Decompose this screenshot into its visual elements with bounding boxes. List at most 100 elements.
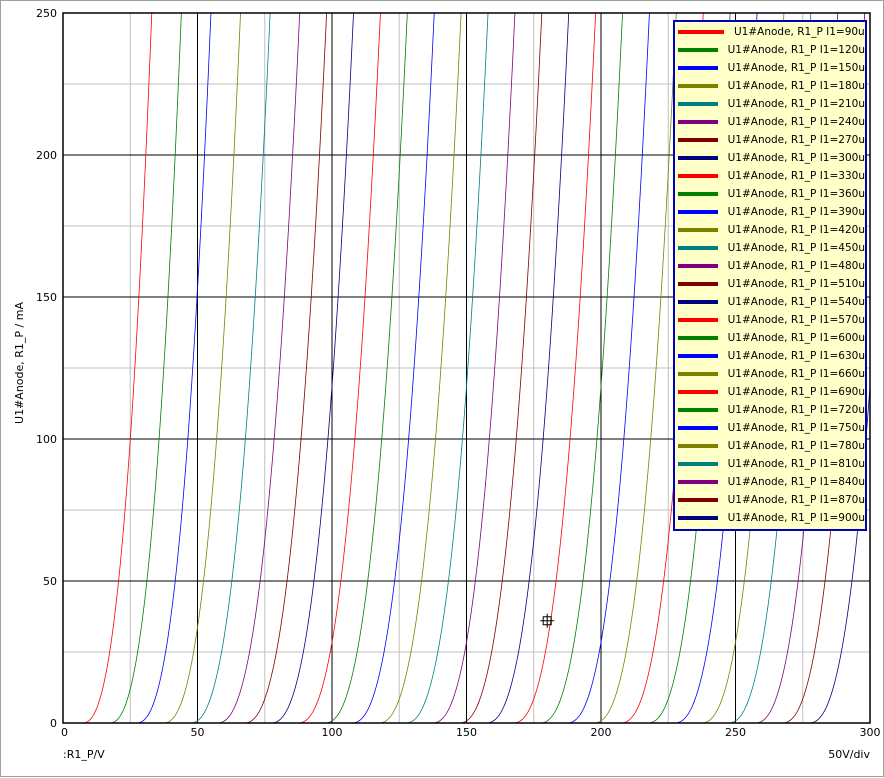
series-line-14 <box>63 13 516 723</box>
legend-label: U1#Anode, R1_P I1=270u <box>727 134 865 146</box>
legend-entry: U1#Anode, R1_P I1=540u <box>675 293 865 311</box>
legend-label: U1#Anode, R1_P I1=330u <box>727 170 865 182</box>
legend-entry: U1#Anode, R1_P I1=180u <box>675 77 865 95</box>
legend-entry: U1#Anode, R1_P I1=870u <box>675 491 865 509</box>
series-line-10 <box>63 13 408 723</box>
y-tick-label: 0 <box>50 717 57 730</box>
x-axis-label: :R1_P/V <box>63 748 105 761</box>
series-line-7 <box>63 13 328 723</box>
legend-swatch <box>678 66 718 70</box>
legend-label: U1#Anode, R1_P I1=360u <box>727 188 865 200</box>
x-tick-label: 200 <box>591 726 612 739</box>
legend-label: U1#Anode, R1_P I1=810u <box>727 458 865 470</box>
legend-swatch <box>678 282 718 286</box>
legend-entry: U1#Anode, R1_P I1=420u <box>675 221 865 239</box>
legend-entry: U1#Anode, R1_P I1=570u <box>675 311 865 329</box>
legend-entry: U1#Anode, R1_P I1=660u <box>675 365 865 383</box>
x-tick-label: 0 <box>61 726 68 739</box>
y-tick-label: 200 <box>36 149 57 162</box>
series-line-16 <box>63 13 570 723</box>
series-line-3 <box>63 13 212 723</box>
legend-entry: U1#Anode, R1_P I1=300u <box>675 149 865 167</box>
legend-label: U1#Anode, R1_P I1=510u <box>727 278 865 290</box>
legend-swatch <box>678 228 718 232</box>
legend-swatch <box>678 48 718 52</box>
legend-swatch <box>678 444 718 448</box>
legend-label: U1#Anode, R1_P I1=780u <box>727 440 865 452</box>
plot-border <box>62 12 871 724</box>
series-line-5 <box>63 13 271 723</box>
scale-note: 50V/div <box>828 748 870 761</box>
legend-entry: U1#Anode, R1_P I1=600u <box>675 329 865 347</box>
series-line-13 <box>63 13 489 723</box>
legend: U1#Anode, R1_P I1=90u U1#Anode, R1_P I1=1… <box>673 20 867 531</box>
legend-swatch <box>678 426 718 430</box>
legend-entry: U1#Anode, R1_P I1=810u <box>675 455 865 473</box>
legend-label: U1#Anode, R1_P I1=870u <box>727 494 865 506</box>
x-tick-label: 50 <box>191 726 205 739</box>
legend-entry: U1#Anode, R1_P I1=210u <box>675 95 865 113</box>
y-tick-label: 50 <box>43 575 57 588</box>
legend-swatch <box>678 192 718 196</box>
legend-entry: U1#Anode, R1_P I1=630u <box>675 347 865 365</box>
legend-label: U1#Anode, R1_P I1=540u <box>727 296 865 308</box>
legend-swatch <box>678 210 718 214</box>
legend-entry: U1#Anode, R1_P I1=150u <box>675 59 865 77</box>
legend-label: U1#Anode, R1_P I1=450u <box>727 242 865 254</box>
series-line-28 <box>63 380 870 723</box>
legend-label: U1#Anode, R1_P I1=150u <box>727 62 865 74</box>
legend-entry: U1#Anode, R1_P I1=90u <box>675 23 865 41</box>
y-tick-label: 100 <box>36 433 57 446</box>
legend-label: U1#Anode, R1_P I1=240u <box>727 116 865 128</box>
x-tick-label: 250 <box>725 726 746 739</box>
legend-swatch <box>678 246 718 250</box>
legend-entry: U1#Anode, R1_P I1=120u <box>675 41 865 59</box>
legend-swatch <box>678 84 718 88</box>
legend-entry: U1#Anode, R1_P I1=750u <box>675 419 865 437</box>
series-line-15 <box>63 13 543 723</box>
legend-swatch <box>678 264 718 268</box>
legend-swatch <box>678 480 718 484</box>
legend-label: U1#Anode, R1_P I1=900u <box>727 512 865 524</box>
legend-swatch <box>678 156 718 160</box>
legend-label: U1#Anode, R1_P I1=600u <box>727 332 865 344</box>
legend-entry: U1#Anode, R1_P I1=360u <box>675 185 865 203</box>
legend-label: U1#Anode, R1_P I1=120u <box>727 44 865 56</box>
legend-entry: U1#Anode, R1_P I1=900u <box>675 509 865 527</box>
series-line-1 <box>63 13 153 723</box>
series-line-12 <box>63 13 462 723</box>
legend-label: U1#Anode, R1_P I1=840u <box>727 476 865 488</box>
series-line-20 <box>63 13 677 723</box>
legend-swatch <box>678 516 718 520</box>
legend-entry: U1#Anode, R1_P I1=240u <box>675 113 865 131</box>
series-line-6 <box>63 13 301 723</box>
legend-label: U1#Anode, R1_P I1=630u <box>727 350 865 362</box>
legend-swatch <box>678 300 718 304</box>
legend-swatch <box>678 30 724 34</box>
crosshair-cursor-icon[interactable] <box>540 613 555 628</box>
series-line-19 <box>63 13 650 723</box>
legend-label: U1#Anode, R1_P I1=480u <box>727 260 865 272</box>
legend-swatch <box>678 372 718 376</box>
series-line-9 <box>63 13 381 723</box>
legend-entry: U1#Anode, R1_P I1=330u <box>675 167 865 185</box>
legend-label: U1#Anode, R1_P I1=750u <box>727 422 865 434</box>
y-tick-label: 150 <box>36 291 57 304</box>
series-line-2 <box>63 13 182 723</box>
legend-entry: U1#Anode, R1_P I1=480u <box>675 257 865 275</box>
x-tick-label: 300 <box>860 726 881 739</box>
legend-swatch <box>678 498 718 502</box>
legend-swatch <box>678 138 718 142</box>
major-gridlines <box>63 13 870 723</box>
legend-entry: U1#Anode, R1_P I1=450u <box>675 239 865 257</box>
legend-label: U1#Anode, R1_P I1=210u <box>727 98 865 110</box>
legend-swatch <box>678 120 718 124</box>
x-tick-labels: 0 50 100 150 200 250 300 <box>61 726 881 739</box>
series-line-18 <box>63 13 623 723</box>
legend-label: U1#Anode, R1_P I1=420u <box>727 224 865 236</box>
series-line-8 <box>63 13 354 723</box>
legend-entry: U1#Anode, R1_P I1=780u <box>675 437 865 455</box>
series-line-4 <box>63 13 241 723</box>
legend-swatch <box>678 102 718 106</box>
